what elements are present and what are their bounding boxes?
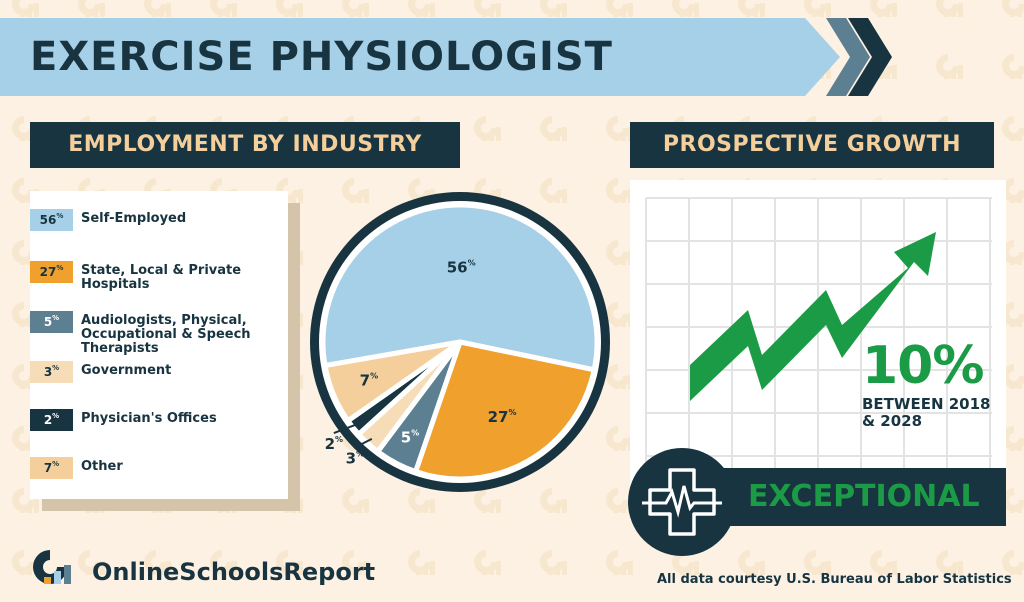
medical-badge xyxy=(628,448,736,556)
legend-item: 56% Self-Employed xyxy=(30,209,276,231)
legend-value: 5% xyxy=(30,311,73,333)
outlook-label: EXCEPTIONAL xyxy=(748,479,980,514)
legend-label: Self-Employed xyxy=(81,211,187,226)
legend-value: 27% xyxy=(30,261,73,283)
data-credit: All data courtesy U.S. Bureau of Labor S… xyxy=(657,572,1012,587)
legend-item: 5% Audiologists, Physical, Occupational &… xyxy=(30,311,276,356)
logo-icon xyxy=(33,550,71,584)
pie-leader-line xyxy=(354,438,373,449)
section-header-growth: PROSPECTIVE GROWTH xyxy=(630,122,994,168)
legend-item: 2% Physician's Offices xyxy=(30,409,276,431)
heartbeat-icon xyxy=(642,485,722,518)
growth-grid xyxy=(645,197,992,470)
legend-label: Government xyxy=(81,363,172,378)
legend-value: 2% xyxy=(30,409,73,431)
brand-name: OnlineSchoolsReport xyxy=(92,558,376,586)
legend-value: 7% xyxy=(30,457,73,479)
pie-slice-label: 3% xyxy=(346,450,364,468)
section-header-industry: EMPLOYMENT BY INDUSTRY xyxy=(30,122,460,168)
legend-panel: 56% Self-Employed 27% State, Local & Privat… xyxy=(30,191,288,499)
legend-item: 27% State, Local & Private Hospitals xyxy=(30,261,276,292)
legend-label: State, Local & Private Hospitals xyxy=(81,263,242,292)
legend-item: 7% Other xyxy=(30,457,276,479)
chevron-right-icon xyxy=(826,18,892,96)
pie-slice xyxy=(322,339,463,424)
growth-period: BETWEEN 2018 & 2028 xyxy=(862,395,991,430)
legend-label: Audiologists, Physical, Occupational & S… xyxy=(81,313,251,356)
page-title: EXERCISE PHYSIOLOGIST xyxy=(30,34,613,80)
pie-slice-label: 2% xyxy=(325,435,343,453)
pie-slice xyxy=(320,202,600,373)
legend-value: 56% xyxy=(30,209,73,231)
legend-label: Physician's Offices xyxy=(81,411,217,426)
legend-label: Other xyxy=(81,459,123,474)
pie-leader-line xyxy=(333,422,359,435)
medical-cross-icon xyxy=(642,468,722,536)
legend-item: 3% Government xyxy=(30,361,276,383)
pie-chart: 56%27%5%3%2%7% xyxy=(310,192,610,492)
growth-arrow-icon xyxy=(690,232,936,401)
growth-value: 10% xyxy=(862,336,984,396)
pie-slice xyxy=(413,339,597,482)
outlook-bar: EXCEPTIONAL xyxy=(700,468,1006,526)
title-banner xyxy=(0,18,840,96)
legend-value: 3% xyxy=(30,361,73,383)
